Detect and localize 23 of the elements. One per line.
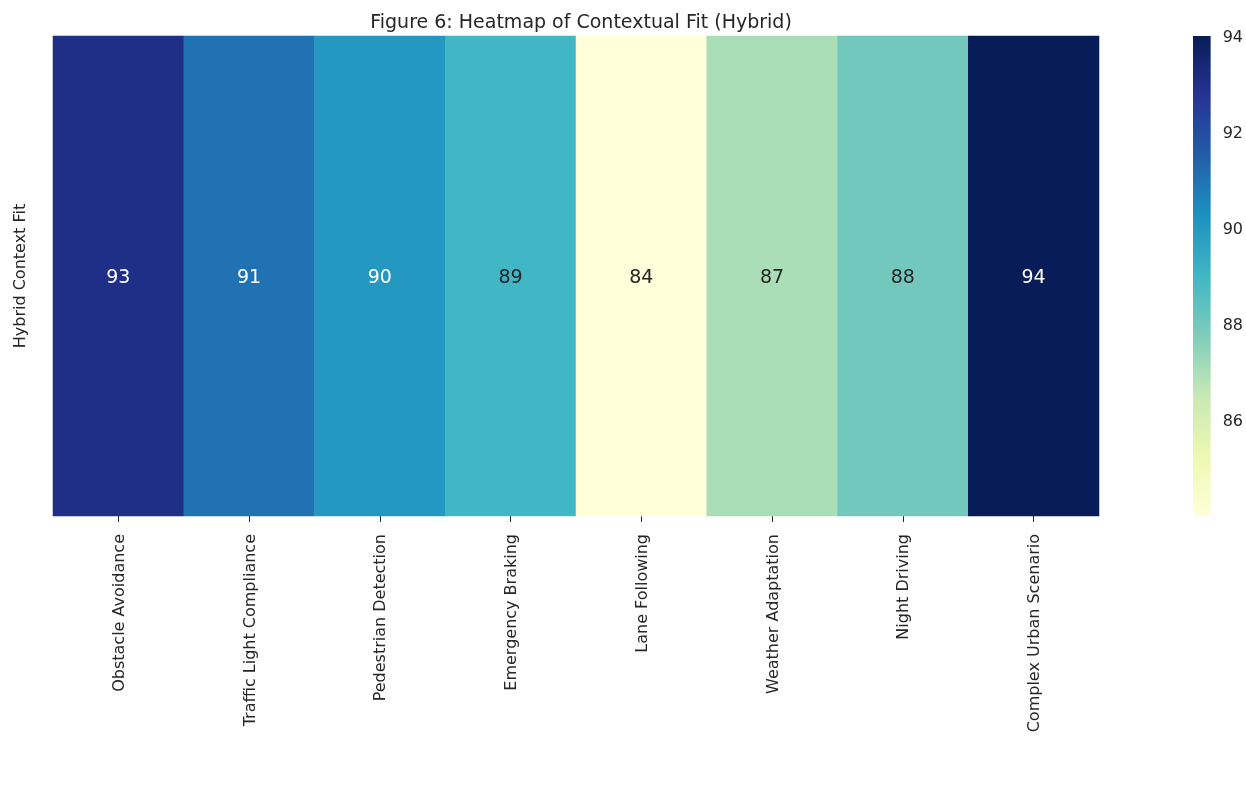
- color-bar-label: 94: [1222, 26, 1243, 46]
- data-label: 93: [106, 265, 131, 287]
- data-label: 89: [498, 265, 523, 287]
- y-axis-title: Hybrid Context Fit: [9, 203, 29, 349]
- chart-title: Figure 6: Heatmap of Contextual Fit (Hybrid): [370, 9, 792, 32]
- data-label: 87: [760, 265, 785, 287]
- color-bar-label: 92: [1222, 122, 1243, 142]
- data-label: 90: [367, 265, 392, 287]
- x-tick-label: Lane Following: [631, 534, 651, 653]
- x-tick-label: Pedestrian Detection: [370, 534, 390, 702]
- color-bar-label: 90: [1222, 218, 1243, 238]
- data-label: 88: [890, 265, 915, 287]
- x-tick-label: Obstacle Avoidance: [108, 534, 128, 692]
- x-tick-label: Weather Adaptation: [762, 534, 782, 694]
- x-tick-label: Traffic Light Compliance: [239, 534, 259, 728]
- x-tick-label: Emergency Braking: [501, 534, 521, 691]
- data-label: 84: [629, 265, 654, 287]
- color-bar-label: 88: [1222, 314, 1243, 334]
- data-label: 94: [1021, 265, 1046, 287]
- x-tick-label: Complex Urban Scenario: [1024, 534, 1044, 733]
- x-tick-label: Night Driving: [893, 534, 913, 640]
- data-label: 91: [237, 265, 262, 287]
- color-bar-label: 86: [1222, 410, 1243, 430]
